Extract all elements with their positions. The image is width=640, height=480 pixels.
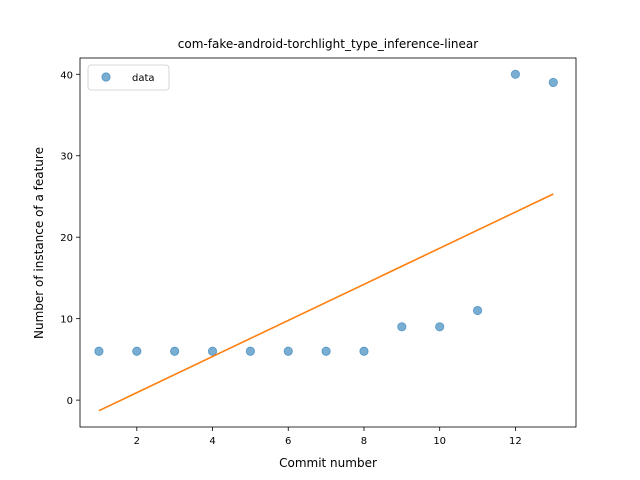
data-point — [398, 323, 406, 331]
legend-label: data — [132, 73, 155, 84]
y-tick-label: 30 — [60, 152, 73, 163]
data-point — [511, 70, 519, 78]
y-tick-label: 0 — [67, 396, 73, 407]
data-point — [473, 306, 481, 314]
data-point — [208, 347, 216, 355]
y-tick-label: 10 — [60, 315, 73, 326]
data-point — [435, 323, 443, 331]
x-tick-label: 8 — [361, 436, 367, 447]
legend-box — [88, 65, 169, 90]
data-point — [322, 347, 330, 355]
data-point — [360, 347, 368, 355]
data-point — [549, 78, 557, 86]
x-tick-label: 12 — [509, 436, 522, 447]
x-tick-label: 2 — [134, 436, 140, 447]
chart-title: com-fake-android-torchlight_type_inferen… — [178, 37, 478, 51]
data-point — [95, 347, 103, 355]
y-tick-label: 20 — [60, 233, 73, 244]
x-tick-label: 6 — [285, 436, 291, 447]
data-point — [170, 347, 178, 355]
x-tick-label: 4 — [209, 436, 215, 447]
data-point — [284, 347, 292, 355]
legend-marker — [102, 73, 110, 81]
data-point — [133, 347, 141, 355]
x-axis-label: Commit number — [279, 456, 377, 470]
data-point — [246, 347, 254, 355]
y-tick-label: 40 — [60, 70, 73, 81]
y-axis-label: Number of instance of a feature — [32, 147, 46, 339]
x-tick-label: 10 — [433, 436, 446, 447]
